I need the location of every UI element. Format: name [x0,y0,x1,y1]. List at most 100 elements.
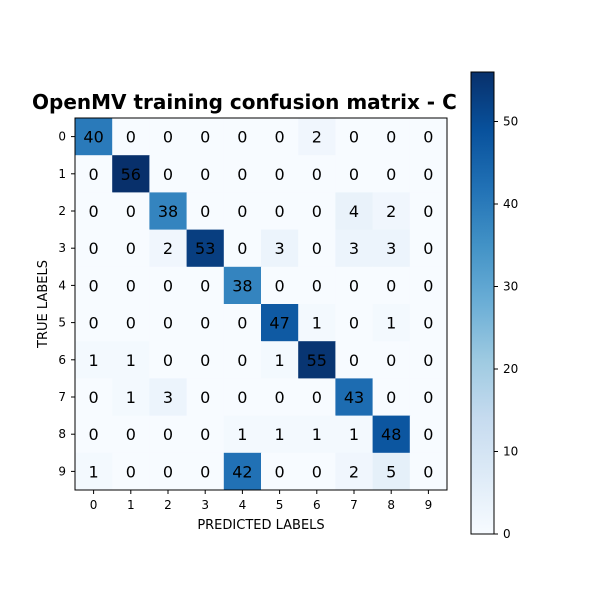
heatmap-cell [409,341,448,379]
heatmap-cell [149,229,188,268]
heatmap-cell [372,341,411,379]
x-tick-label: 9 [425,498,433,512]
heatmap-cells [75,118,448,491]
heatmap-cell [298,155,336,193]
cell-value-label: 0 [200,351,210,370]
cell-value-label: 1 [349,425,359,444]
cell-value-label: 42 [232,462,252,481]
heatmap-cell [186,341,225,379]
cell-value-label: 0 [349,276,359,295]
heatmap-cell [261,304,299,342]
cell-value-label: 2 [386,202,396,221]
cell-value-label: 0 [275,276,285,295]
cell-value-label: 0 [163,351,173,370]
heatmap-cell [409,155,448,193]
x-tick-label: 3 [201,498,209,512]
cell-value-label: 1 [89,462,99,481]
cell-value-label: 0 [275,388,285,407]
x-tick-label: 2 [164,498,172,512]
heatmap-cell [223,266,262,305]
heatmap-cell [372,378,411,417]
cell-value-label: 0 [89,314,99,333]
cell-value-label: 3 [386,239,396,258]
colorbar-tick-label: 40 [503,197,518,211]
heatmap-cell [372,266,411,305]
heatmap-cell [112,118,150,156]
cell-value-label: 0 [237,314,247,333]
heatmap-cell [298,192,336,231]
cell-value-label: 0 [126,202,136,221]
cell-value-label: 0 [237,239,247,258]
cell-value-label: 0 [126,462,136,481]
cell-value-label: 0 [237,128,247,147]
x-tick-label: 6 [313,498,321,512]
heatmap-cell [409,229,448,268]
cell-value-label: 0 [312,388,322,407]
y-tick-label: 1 [58,167,66,181]
heatmap-cell [409,415,448,454]
heatmap-cell [223,155,262,193]
cell-value-label: 0 [163,425,173,444]
heatmap-cell [149,155,188,193]
cell-value-label: 0 [89,276,99,295]
heatmap-cell [75,378,113,417]
cell-value-label: 0 [349,128,359,147]
heatmap-cell [75,341,113,379]
heatmap-cell [149,415,188,454]
colorbar-tick-label: 10 [503,445,518,459]
heatmap-cell [372,229,411,268]
heatmap-cell [298,341,336,379]
cell-value-label: 0 [386,128,396,147]
heatmap-cell [298,452,336,491]
x-tick-label: 5 [276,498,284,512]
heatmap-cell [409,118,448,156]
cell-value-label: 0 [163,314,173,333]
cell-value-label: 0 [200,462,210,481]
heatmap-cell [335,452,374,491]
y-tick-label: 8 [58,427,66,441]
heatmap-cell [335,118,374,156]
cell-value-label: 1 [89,351,99,370]
heatmap-cell [112,192,150,231]
heatmap-cell [409,266,448,305]
heatmap-cell [261,192,299,231]
heatmap-cell [409,452,448,491]
colorbar-gradient [470,71,495,535]
cell-value-label: 0 [386,388,396,407]
heatmap-cell [75,415,113,454]
cell-value-label: 2 [163,239,173,258]
heatmap-cell [298,266,336,305]
cell-value-label: 0 [126,314,136,333]
heatmap-cell [186,118,225,156]
x-tick-label: 7 [350,498,358,512]
y-tick-label: 6 [58,353,66,367]
heatmap-cell [372,192,411,231]
heatmap-cell [186,192,225,231]
cell-value-label: 0 [126,425,136,444]
heatmap-cell-labels: 40 0 0 0 0 0 2 0 0 00 56 0 0 0 0 0 0 0 00 0 38 0 0 0 0 4 2 00 0 2 53 0 3… [83,128,433,482]
heatmap-cell [112,415,150,454]
cell-value-label: 53 [195,239,215,258]
x-axis-ticks: 0 1 2 3 4 5 6 7 8 9 [90,490,432,512]
cell-value-label: 38 [232,276,252,295]
cell-value-label: 0 [275,165,285,184]
heatmap-cell [335,192,374,231]
cell-value-label: 0 [349,314,359,333]
heatmap-cell [335,304,374,342]
heatmap-cell [223,415,262,454]
cell-value-label: 1 [275,351,285,370]
heatmap-cell [149,266,188,305]
heatmap-cell [75,192,113,231]
cell-value-label: 4 [349,202,359,221]
cell-value-label: 0 [89,239,99,258]
cell-value-label: 0 [126,239,136,258]
cell-value-label: 0 [423,314,433,333]
cell-value-label: 1 [312,425,322,444]
heatmap-cell [261,266,299,305]
heatmap-cell [261,415,299,454]
cell-value-label: 0 [423,239,433,258]
heatmap-cell [112,341,150,379]
heatmap-cell [372,415,411,454]
heatmap-cell [372,155,411,193]
